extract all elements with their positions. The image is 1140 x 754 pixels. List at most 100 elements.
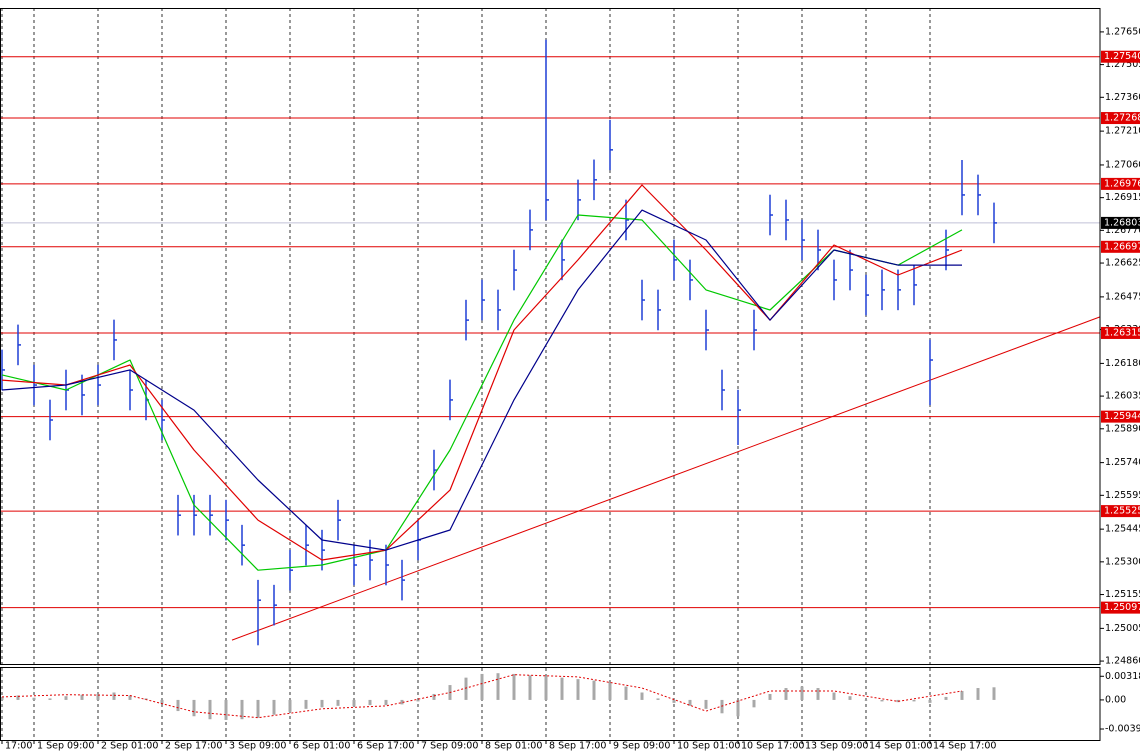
y-tick-label: 1.26625 — [1105, 258, 1140, 269]
main-panel-frame — [0, 8, 1101, 665]
oscillator-panel-frame — [0, 667, 1101, 741]
histogram-bar — [896, 699, 900, 703]
histogram-bar — [464, 677, 468, 700]
y-tick-label: 1.27650 — [1105, 26, 1140, 37]
level-label: 1.26315 — [1104, 327, 1140, 338]
x-tick-label: 10 Sep 01:00 — [677, 741, 740, 752]
x-tick-label: 3 Sep 09:00 — [229, 741, 286, 752]
level-label-box — [1101, 410, 1140, 423]
histogram-bar — [80, 694, 84, 700]
histogram-bar — [848, 696, 852, 700]
level-label: 1.26697 — [1104, 241, 1140, 252]
level-label: 1.27540 — [1104, 51, 1140, 62]
level-label: 1.26976 — [1104, 178, 1140, 189]
histogram-bar — [928, 699, 932, 703]
histogram-bar — [512, 673, 516, 700]
y-tick-label: 1.26915 — [1105, 192, 1140, 203]
histogram-bar — [272, 699, 276, 715]
histogram-bar — [96, 693, 100, 700]
histogram-bar — [368, 699, 372, 706]
histogram-bar — [0, 696, 4, 700]
histogram-bar — [496, 673, 500, 700]
y-tick-label: 1.27505 — [1105, 59, 1140, 70]
x-tick-label: 6 Sep 17:00 — [357, 741, 414, 752]
histogram-bar — [880, 699, 884, 702]
histogram-bar — [800, 686, 804, 700]
y-tick-label: 1.24860 — [1105, 656, 1140, 667]
histogram-bar — [304, 699, 308, 709]
level-label: 1.27268 — [1104, 113, 1140, 124]
histogram-bar — [688, 699, 692, 706]
x-tick-label: 9 Sep 09:00 — [613, 741, 670, 752]
histogram-bar — [752, 699, 756, 708]
level-label-box — [1101, 505, 1140, 518]
level-label-box — [1101, 601, 1140, 614]
histogram-bar — [320, 699, 324, 708]
histogram-bar — [192, 699, 196, 717]
histogram-bar — [32, 697, 36, 700]
x-tick-label: 10 Sep 17:00 — [741, 741, 804, 752]
histogram-bar — [208, 699, 212, 720]
histogram-bar — [560, 677, 564, 700]
histogram-bar — [960, 691, 964, 700]
level-label-box — [1101, 326, 1140, 339]
level-label-box — [1101, 112, 1140, 125]
histogram-bar — [736, 699, 740, 717]
y-tick-label: -0.00392 — [1105, 724, 1140, 735]
histogram-bar — [160, 699, 164, 704]
x-tick-label: 2 Sep 01:00 — [101, 741, 158, 752]
y-tick-label: 1.25300 — [1105, 556, 1140, 567]
y-tick-label: 0.00 — [1105, 694, 1126, 705]
histogram-bar — [592, 680, 596, 700]
signal-line — [1, 674, 963, 719]
histogram-bar — [544, 676, 548, 700]
y-tick-label: 1.25445 — [1105, 524, 1140, 535]
level-label: 1.25097 — [1104, 602, 1140, 613]
histogram-bar — [528, 675, 532, 700]
y-tick-label: 1.26770 — [1105, 225, 1140, 236]
y-tick-label: 1.25890 — [1105, 423, 1140, 434]
moving-average — [1, 209, 962, 551]
histogram-bar — [336, 699, 340, 706]
histogram-bar — [624, 686, 628, 700]
level-label-box — [1101, 240, 1140, 253]
y-tick-label: 1.25740 — [1105, 457, 1140, 468]
histogram-bar — [656, 698, 660, 700]
trend-line — [231, 316, 1101, 641]
marks — [0, 39, 1101, 720]
current-price-label: 1.26803 — [1104, 217, 1140, 228]
moving-average — [1, 184, 963, 561]
x-tick-label: 8 Sep 01:00 — [485, 741, 542, 752]
x-tick-label: 8 Sep 17:00 — [549, 741, 606, 752]
y-tick-label: 1.26180 — [1105, 358, 1140, 369]
x-tick-label: 6 Sep 01:00 — [293, 741, 350, 752]
y-tick-label: 0.003185 — [1105, 671, 1140, 682]
x-tick-label: 14 Sep 01:00 — [869, 741, 932, 752]
y-tick-label: 1.25595 — [1105, 490, 1140, 501]
histogram-bar — [480, 673, 484, 700]
histogram-bar — [48, 698, 52, 700]
x-tick-label: 7 Sep 09:00 — [421, 741, 478, 752]
y-tick-label: 1.25155 — [1105, 589, 1140, 600]
histogram-bar — [128, 695, 132, 700]
histogram-bar — [784, 688, 788, 700]
axes: 1.27650 1.27505 1.27360 1.27210 1.27060 1.269… — [1, 26, 1140, 752]
x-tick-label: 17:00 — [5, 741, 32, 752]
x-tick-label: 1 Sep 09:00 — [37, 741, 94, 752]
y-tick-label: 1.27060 — [1105, 159, 1140, 170]
histogram-bar — [240, 699, 244, 720]
histogram-bar — [768, 693, 772, 700]
histogram-bar — [16, 695, 20, 700]
level-label: 1.25525 — [1104, 506, 1140, 517]
histogram-bar — [576, 679, 580, 700]
level-label-box — [1101, 177, 1140, 190]
histogram-bar — [352, 699, 356, 706]
histogram-bar — [64, 696, 68, 700]
histogram-bar — [672, 699, 676, 703]
histogram-bar — [976, 688, 980, 700]
histogram-bar — [864, 699, 868, 701]
histogram-bar — [384, 699, 388, 706]
x-tick-label: 13 Sep 09:00 — [805, 741, 868, 752]
